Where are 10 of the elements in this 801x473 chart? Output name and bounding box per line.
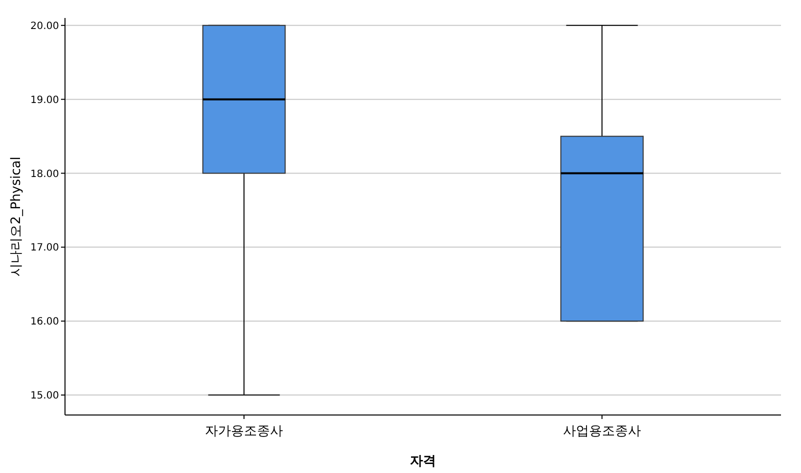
y-tick-label: 20.00 <box>30 20 59 32</box>
x-axis-title: 자격 <box>410 454 436 469</box>
y-tick-label: 17.00 <box>30 242 59 254</box>
y-tick-label: 16.00 <box>30 316 59 328</box>
y-tick-label: 19.00 <box>30 94 59 106</box>
y-tick-label: 18.00 <box>30 168 59 180</box>
y-axis-title: 시나리오2_Physical <box>9 156 24 276</box>
x-tick-label: 자가용조종사 <box>205 424 283 439</box>
y-tick-label: 15.00 <box>30 390 59 402</box>
x-tick-label: 사업용조종사 <box>563 424 641 439</box>
